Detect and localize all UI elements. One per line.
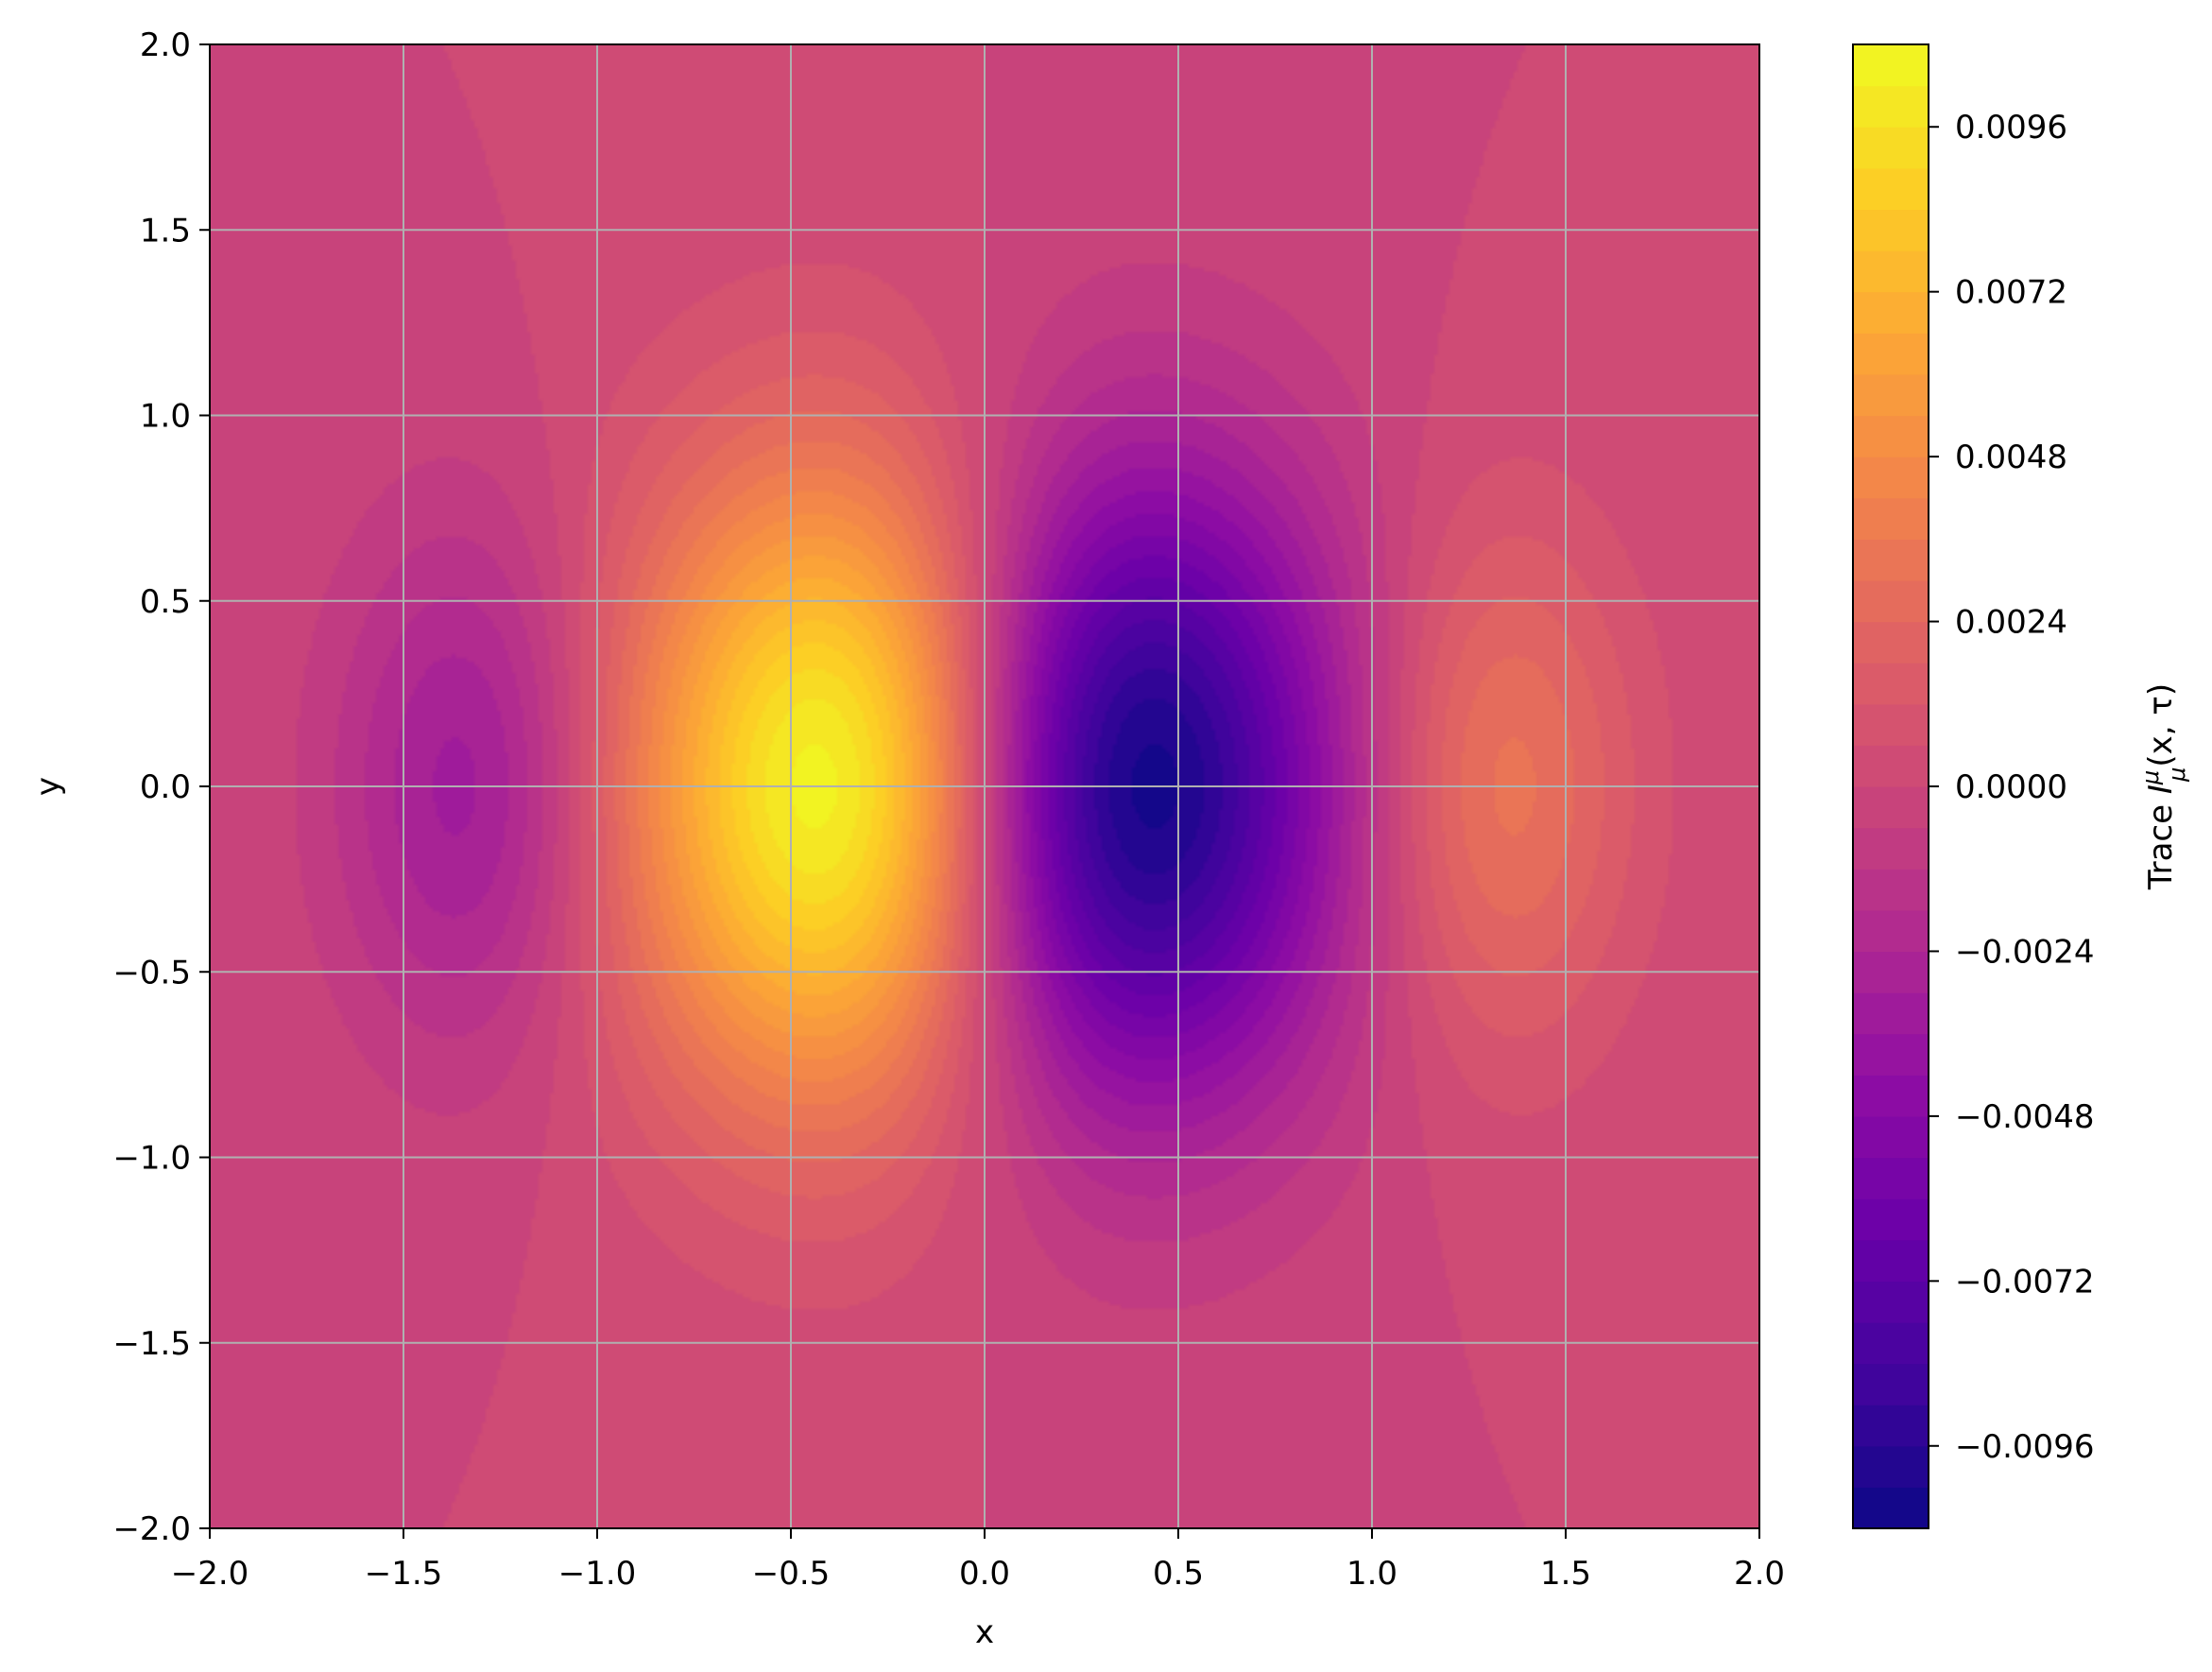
colorbar-band: [1853, 209, 1929, 251]
y-tick-label: −2.0: [112, 1510, 191, 1548]
x-tick-label: −1.0: [558, 1555, 637, 1593]
colorbar-tick-label: 0.0048: [1955, 439, 2067, 476]
colorbar-tick-label: −0.0024: [1955, 933, 2094, 971]
colorbar-tick-label: 0.0024: [1955, 604, 2067, 642]
x-tick-label: −1.5: [365, 1555, 443, 1593]
colorbar-band: [1853, 909, 1929, 953]
colorbar-band: [1853, 497, 1929, 540]
colorbar-band: [1853, 127, 1929, 169]
y-axis-label: y: [29, 777, 67, 796]
colorbar-band: [1853, 1487, 1929, 1529]
colorbar-band: [1853, 663, 1929, 705]
colorbar-label: Trace Iμμ(x, τ): [2137, 683, 2190, 890]
x-axis-label: x: [975, 1613, 994, 1651]
x-tick-label: 0.5: [1153, 1555, 1204, 1593]
x-axis: −2.0 −1.5 −1.0 −0.5 0.0 0.5 1.0 1.5 2.0: [171, 1528, 1785, 1593]
y-axis: 2.0 1.5 1.0 0.5 0.0 −0.5 −1.0 −1.5 −2.0: [112, 26, 210, 1548]
colorbar-tick-label: 0.0072: [1955, 274, 2067, 312]
colorbar-band: [1853, 333, 1929, 375]
colorbar-label-sub: μ: [2164, 767, 2190, 783]
y-tick-label: 0.5: [140, 583, 191, 621]
grid-lines: [210, 44, 1759, 1528]
x-tick-label: −0.5: [752, 1555, 831, 1593]
colorbar-band: [1853, 1033, 1929, 1076]
colorbar-label-prefix: Trace: [2142, 794, 2180, 890]
colorbar-tick-label: 0.0096: [1955, 109, 2067, 147]
x-tick-label: 1.5: [1540, 1555, 1591, 1593]
y-tick-label: 2.0: [140, 26, 191, 64]
x-tick-label: 1.0: [1346, 1555, 1398, 1593]
colorbar-tick-label: −0.0096: [1955, 1428, 2094, 1466]
colorbar-tick-label: −0.0048: [1955, 1098, 2094, 1136]
colorbar-label-var: I: [2142, 784, 2180, 794]
colorbar-band: [1853, 457, 1929, 499]
x-tick-label: 0.0: [959, 1555, 1010, 1593]
colorbar-band: [1853, 291, 1929, 334]
colorbar-band: [1853, 1115, 1929, 1159]
x-tick-label: 2.0: [1734, 1555, 1785, 1593]
colorbar-band: [1853, 786, 1929, 829]
colorbar-band: [1853, 44, 1929, 87]
y-tick-label: −1.0: [112, 1140, 191, 1178]
colorbar-band: [1853, 1239, 1929, 1282]
y-tick-label: 1.0: [140, 398, 191, 436]
colorbar-band: [1853, 1445, 1929, 1488]
colorbar-band: [1853, 1321, 1929, 1365]
x-tick-label: −2.0: [171, 1555, 249, 1593]
colorbar-band: [1853, 827, 1929, 870]
colorbar-band: [1853, 1075, 1929, 1117]
colorbar-band: [1853, 951, 1929, 993]
colorbar-band: [1853, 621, 1929, 664]
colorbar-band: [1853, 1405, 1929, 1447]
colorbar-band: [1853, 579, 1929, 623]
y-tick-label: 1.5: [140, 212, 191, 250]
colorbar: 0.0096 0.0072 0.0048 0.0024 0.0000 −0.0024 −0.…: [1852, 43, 2190, 1529]
y-tick-label: −1.5: [112, 1325, 191, 1363]
colorbar-band: [1853, 167, 1929, 211]
colorbar-label-sup: μ: [2137, 770, 2164, 785]
colorbar-band: [1853, 85, 1929, 128]
colorbar-band: [1853, 992, 1929, 1035]
colorbar-ticks: 0.0096 0.0072 0.0048 0.0024 0.0000 −0.0024 −0.…: [1929, 109, 2094, 1466]
plot-area: [209, 43, 1760, 1529]
colorbar-bands: [1853, 44, 1929, 1529]
colorbar-band: [1853, 1157, 1929, 1199]
colorbar-tick-label: −0.0072: [1955, 1263, 2094, 1301]
colorbar-band: [1853, 539, 1929, 581]
colorbar-band: [1853, 1281, 1929, 1323]
colorbar-band: [1853, 415, 1929, 457]
colorbar-band: [1853, 373, 1929, 417]
y-tick-label: −0.5: [112, 954, 191, 991]
colorbar-band: [1853, 1363, 1929, 1405]
colorbar-tick-label: 0.0000: [1955, 768, 2067, 806]
colorbar-band: [1853, 745, 1929, 787]
colorbar-band: [1853, 250, 1929, 293]
colorbar-band: [1853, 703, 1929, 746]
colorbar-label-args: (x, τ): [2142, 683, 2180, 767]
colorbar-band: [1853, 869, 1929, 911]
colorbar-band: [1853, 1198, 1929, 1241]
y-tick-label: 0.0: [140, 768, 191, 806]
